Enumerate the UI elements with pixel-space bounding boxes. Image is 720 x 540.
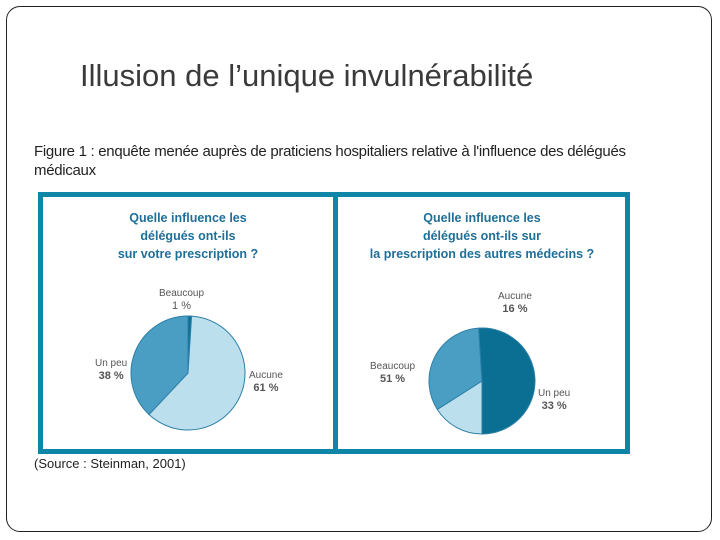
slice-value: 16 % (502, 303, 528, 315)
figure-source: (Source : Steinman, 2001) (34, 456, 186, 471)
chart-title: Quelle influence les délégués ont-ils su… (88, 209, 288, 263)
slice-label-un-peu: Un peu 38 % (95, 357, 127, 383)
slice-value: 38 % (98, 370, 124, 382)
pie-chart (130, 315, 246, 431)
slice-label-aucune: Aucune 61 % (249, 369, 283, 395)
chart-title: Quelle influence les délégués ont-ils su… (346, 209, 618, 263)
pie-slice-aucune (436, 380, 483, 435)
slice-label-un-peu: Un peu 33 % (538, 387, 570, 413)
slice-value: 1 % (172, 300, 191, 312)
slice-name: Aucune (249, 370, 283, 381)
slice-name: Beaucoup (370, 361, 416, 372)
chart-title-line: délégués ont-ils sur (422, 229, 542, 243)
slice-name: Aucune (498, 291, 532, 302)
figure-caption: Figure 1 : enquête menée auprès de prati… (34, 143, 626, 179)
slice-name: Beaucoup (159, 288, 205, 299)
slice-value: 51 % (379, 373, 406, 385)
pie-slice-un-peu (130, 315, 189, 416)
slice-name: Un peu (538, 388, 571, 399)
slide-title: Illusion de l’unique invulnérabilité (80, 58, 534, 93)
chart-title-line: sur votre prescription ? (117, 247, 259, 261)
pie-slice-beaucoup (478, 327, 536, 435)
slice-value: 61 % (253, 382, 279, 394)
slice-label-aucune: Aucune 16 % (498, 290, 532, 316)
chart-title-line: Quelle influence les (129, 211, 247, 225)
figure-panel: Quelle influence les délégués ont-ils su… (38, 192, 630, 454)
chart-title-line: Quelle influence les (423, 211, 541, 225)
slice-label-beaucoup: Beaucoup 51 % (370, 360, 415, 386)
pie-slice-un-peu (428, 327, 483, 411)
slice-label-beaucoup: Beaucoup 1 % (159, 287, 204, 313)
chart-own-prescription: Quelle influence les délégués ont-ils su… (43, 197, 333, 449)
chart-title-line: délégués ont-ils (140, 229, 236, 243)
pie-slice-aucune (148, 315, 246, 431)
chart-title-line: la prescription des autres médecins ? (369, 247, 595, 261)
pie-chart (428, 327, 536, 435)
slice-name: Un peu (95, 358, 128, 369)
chart-others-prescription: Quelle influence les délégués ont-ils su… (338, 197, 625, 449)
slice-value: 33 % (541, 400, 567, 412)
